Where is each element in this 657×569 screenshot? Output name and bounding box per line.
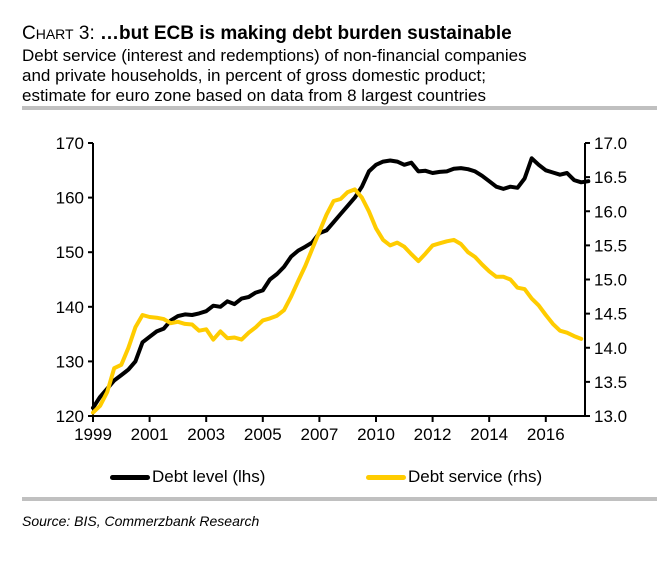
- legend-item-debt-service: Debt service (rhs): [366, 467, 542, 487]
- chart-subtitle: Debt service (interest and redemptions) …: [22, 46, 657, 106]
- right-axis-tick-label: 13.5: [594, 373, 627, 392]
- x-axis-tick-label: 1999: [74, 425, 112, 444]
- x-axis-tick-label: 2007: [300, 425, 338, 444]
- subtitle-line: estimate for euro zone based on data fro…: [22, 86, 486, 105]
- x-axis-tick-label: 2001: [131, 425, 169, 444]
- right-axis-tick-label: 15.5: [594, 236, 627, 255]
- chart-headline: …but ECB is making debt burden sustainab…: [100, 23, 512, 44]
- x-axis-tick-label: 2012: [414, 425, 452, 444]
- legend-swatch-debt-level: [110, 474, 150, 480]
- chart-title: CHART 3: …but ECB is making debt burden …: [22, 23, 512, 45]
- right-axis-tick-label: 16.0: [594, 202, 627, 221]
- left-axis-tick-label: 120: [56, 407, 84, 426]
- left-axis-tick-label: 150: [56, 243, 84, 262]
- right-axis-tick-label: 15.0: [594, 271, 627, 290]
- series-group: [91, 156, 591, 415]
- x-axis-tick-label: 2005: [244, 425, 282, 444]
- axes: 120 130 140 150 160 170 13.0 13.5 14.0 14.5 15.0 15…: [56, 134, 627, 444]
- subtitle-line: Debt service (interest and redemptions) …: [22, 46, 527, 65]
- left-axis-tick-label: 140: [56, 298, 84, 317]
- x-axis-tick-label: 2003: [187, 425, 225, 444]
- legend-label-debt-service: Debt service (rhs): [408, 467, 543, 486]
- x-axis-tick-label: 2014: [470, 425, 508, 444]
- top-separator: [22, 106, 657, 110]
- legend: Debt level (lhs) Debt service (rhs): [0, 467, 657, 491]
- bottom-separator: [22, 497, 657, 501]
- legend-item-debt-level: Debt level (lhs): [110, 467, 265, 487]
- source-note: Source: BIS, Commerzbank Research: [22, 513, 260, 529]
- left-axis-tick-label: 130: [56, 352, 84, 371]
- right-axis-tick-label: 14.5: [594, 305, 627, 324]
- left-axis-tick-label: 160: [56, 189, 84, 208]
- chart-number: CHART 3:: [22, 23, 100, 44]
- right-axis-tick-label: 13.0: [594, 407, 627, 426]
- legend-swatch-debt-service: [366, 474, 406, 480]
- right-axis-tick-label: 14.0: [594, 339, 627, 358]
- x-axis-tick-label: 2016: [527, 425, 565, 444]
- legend-label-debt-level: Debt level (lhs): [152, 467, 266, 486]
- right-axis-tick-label: 16.5: [594, 168, 627, 187]
- left-axis-tick-label: 170: [56, 134, 84, 153]
- series-line-debt-service: [91, 187, 584, 415]
- right-axis-tick-label: 17.0: [594, 134, 627, 153]
- series-line-debt-level: [91, 156, 591, 410]
- x-axis-tick-label: 2010: [357, 425, 395, 444]
- subtitle-line: and private households, in percent of gr…: [22, 66, 486, 85]
